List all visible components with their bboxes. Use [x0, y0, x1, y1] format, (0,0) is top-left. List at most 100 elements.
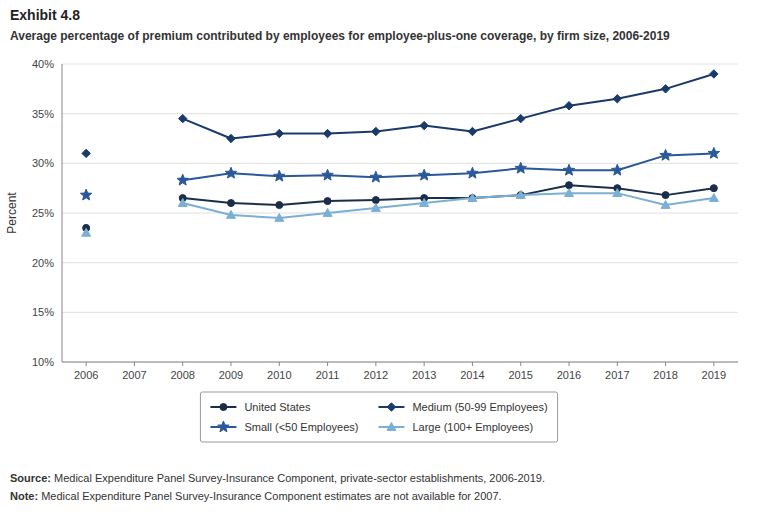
- marker: [517, 192, 524, 199]
- x-tick-label: 2015: [508, 369, 532, 381]
- marker: [710, 185, 717, 192]
- marker: [227, 210, 236, 218]
- x-tick: [472, 362, 473, 366]
- series: [82, 70, 718, 158]
- marker: [80, 189, 91, 200]
- y-axis-label: Percent: [5, 192, 19, 234]
- marker: [565, 102, 573, 110]
- marker: [420, 199, 429, 207]
- x-tick-label: 2019: [702, 369, 726, 381]
- x-tick-label: 2012: [364, 369, 388, 381]
- line: [183, 193, 714, 218]
- series: [80, 147, 719, 200]
- x-tick: [327, 362, 328, 366]
- marker: [177, 174, 188, 185]
- grid-line: [62, 312, 738, 313]
- y-tick-label: 25%: [32, 207, 54, 219]
- line: [183, 153, 714, 180]
- x-tick: [617, 362, 618, 366]
- annotation: Note: Medical Expenditure Panel Survey-I…: [10, 490, 502, 502]
- grid-line: [62, 213, 738, 214]
- marker: [227, 134, 235, 142]
- legend-marker: [220, 404, 227, 411]
- marker: [661, 201, 670, 209]
- y-tick-label: 10%: [32, 356, 54, 368]
- grid-line: [62, 64, 738, 65]
- marker: [709, 194, 718, 202]
- y-tick-label: 15%: [32, 306, 54, 318]
- legend-marker: [218, 421, 229, 432]
- legend-marker: [387, 403, 395, 411]
- marker: [323, 209, 332, 217]
- marker: [371, 204, 380, 212]
- x-tick: [424, 362, 425, 366]
- marker: [324, 198, 331, 205]
- plot-area: [80, 70, 719, 237]
- marker: [276, 202, 283, 209]
- x-tick: [231, 362, 232, 366]
- marker: [322, 169, 333, 180]
- x-axis-line: [62, 362, 738, 363]
- marker: [274, 170, 285, 181]
- x-tick: [86, 362, 87, 366]
- x-tick-label: 2011: [316, 369, 340, 381]
- x-axis: 2006200720082009201020112012201320142015…: [62, 362, 738, 381]
- x-tick-label: 2013: [412, 369, 436, 381]
- marker: [661, 85, 669, 93]
- marker: [660, 149, 671, 160]
- x-tick: [182, 362, 183, 366]
- marker: [565, 189, 574, 197]
- y-tick-label: 35%: [32, 108, 54, 120]
- legend-marker: [387, 423, 396, 431]
- y-axis-line: [62, 64, 63, 362]
- marker: [613, 95, 621, 103]
- legend-label: Medium (50-99 Employees): [412, 401, 547, 413]
- x-tick-label: 2010: [267, 369, 291, 381]
- x-tick: [279, 362, 280, 366]
- x-tick: [713, 362, 714, 366]
- marker: [418, 169, 429, 180]
- legend-label: United States: [244, 401, 311, 413]
- marker: [563, 164, 574, 175]
- marker: [517, 114, 525, 122]
- marker: [515, 162, 526, 173]
- x-tick-label: 2007: [122, 369, 146, 381]
- marker: [82, 228, 91, 236]
- x-tick-label: 2008: [170, 369, 194, 381]
- y-tick-label: 40%: [32, 58, 54, 70]
- marker: [178, 199, 187, 207]
- marker: [662, 192, 669, 199]
- marker: [613, 189, 622, 197]
- y-tick-label: 30%: [32, 157, 54, 169]
- x-tick-label: 2016: [557, 369, 581, 381]
- x-tick: [665, 362, 666, 366]
- legend-frame: [200, 392, 557, 442]
- marker: [82, 149, 90, 157]
- x-tick-label: 2009: [219, 369, 243, 381]
- marker: [710, 70, 718, 78]
- marker: [370, 171, 381, 182]
- legend: United States Small (<50 Employees) Medium…: [200, 392, 557, 442]
- x-tick-label: 2014: [460, 369, 484, 381]
- grid-line: [62, 262, 738, 263]
- chart: Exhibit 4.8Average percentage of premium…: [0, 0, 758, 518]
- marker: [275, 213, 284, 221]
- x-tick-label: 2018: [653, 369, 677, 381]
- marker: [612, 164, 623, 175]
- title: Exhibit 4.8: [10, 7, 80, 23]
- line: [183, 185, 714, 205]
- x-tick: [134, 362, 135, 366]
- line: [183, 74, 714, 139]
- marker: [275, 129, 283, 137]
- legend-label: Small (<50 Employees): [244, 421, 358, 433]
- y-tick-label: 20%: [32, 257, 54, 269]
- marker: [516, 191, 525, 199]
- legend-label: Large (100+ Employees): [412, 421, 533, 433]
- series: [82, 189, 719, 237]
- annotation: Source: Medical Expenditure Panel Survey…: [10, 472, 545, 484]
- grid-line: [62, 113, 738, 114]
- x-tick: [375, 362, 376, 366]
- series: [83, 182, 718, 232]
- marker: [323, 129, 331, 137]
- marker: [468, 194, 477, 202]
